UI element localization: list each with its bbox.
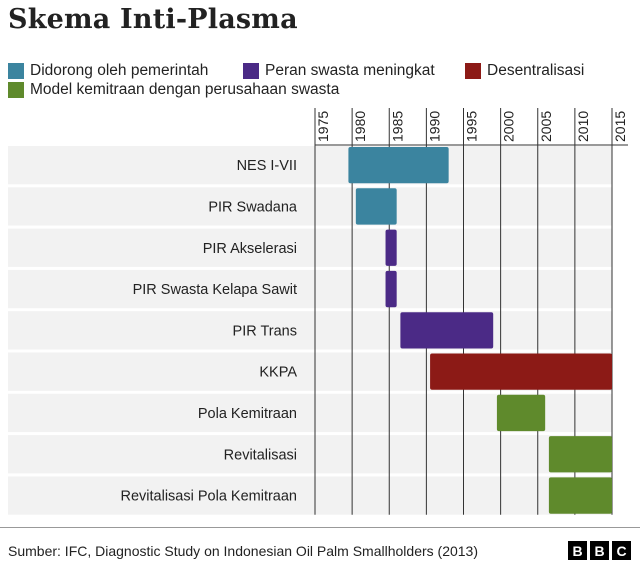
bar-revitalisasi	[548, 436, 612, 473]
bar-pir-trans	[400, 312, 494, 349]
legend-swatch	[8, 63, 24, 79]
x-tick-label: 1995	[464, 111, 480, 142]
gantt-chart: 1975 1980 1985 1990 1995 2000 2005 2010 2015 NES …	[8, 108, 628, 515]
legend-label: Model kemitraan dengan perusahaan swasta	[30, 81, 340, 98]
row-label: KKPA	[259, 365, 297, 381]
bbc-logo-letter: C	[612, 541, 631, 560]
bar-pir-swadana	[355, 188, 397, 225]
legend-item-pemerintah: Didorong oleh pemerintah	[8, 62, 208, 80]
row-label: PIR Swadana	[208, 199, 298, 215]
x-tick-label: 2005	[538, 111, 554, 142]
row-background	[8, 311, 612, 350]
legend-item-swasta: Peran swasta meningkat	[243, 62, 435, 80]
legend-item-desentralisasi: Desentralisasi	[465, 62, 584, 80]
bar-revitalisasi-pola-kemitraan	[548, 477, 612, 514]
row-label: PIR Swasta Kelapa Sawit	[133, 282, 297, 298]
legend-item-kemitraan: Model kemitraan dengan perusahaan swasta	[8, 81, 339, 99]
chart-title: Skema Inti-Plasma	[8, 4, 298, 35]
legend-label: Desentralisasi	[487, 62, 585, 79]
row-background	[8, 146, 612, 185]
x-tick-label: 1980	[352, 111, 368, 142]
x-tick-label: 2010	[575, 111, 591, 142]
bar-pola-kemitraan	[496, 394, 546, 432]
x-tick-label: 2015	[612, 111, 628, 142]
row-label: NES I-VII	[237, 158, 297, 174]
legend-label: Didorong oleh pemerintah	[30, 62, 209, 79]
legend-swatch	[243, 63, 259, 79]
bar-kkpa	[430, 353, 612, 390]
row-background	[8, 476, 612, 515]
row-label: Revitalisasi Pola Kemitraan	[121, 489, 298, 505]
row-label: PIR Trans	[233, 323, 297, 339]
bar-nes-i-vii	[348, 147, 449, 184]
bar-pir-swasta-kelapa-sawit	[385, 270, 397, 308]
row-label: PIR Akselerasi	[203, 241, 297, 257]
x-tick-label: 1990	[426, 111, 442, 142]
x-tick-label: 2000	[501, 111, 517, 142]
row-background	[8, 269, 612, 309]
x-tick-label: 1985	[389, 111, 405, 142]
bar-pir-akselerasi	[385, 229, 397, 266]
row-label: Revitalisasi	[224, 447, 297, 463]
row-label: Pola Kemitraan	[198, 406, 297, 422]
footer-divider	[0, 527, 640, 528]
x-tick-label: 1975	[315, 111, 331, 142]
legend-swatch	[465, 63, 481, 79]
bbc-logo: B B C	[568, 541, 631, 560]
bbc-logo-letter: B	[568, 541, 587, 560]
legend-swatch	[8, 82, 24, 98]
legend-label: Peran swasta meningkat	[265, 62, 435, 79]
bbc-logo-letter: B	[590, 541, 609, 560]
row-background	[8, 435, 612, 474]
source-note: Sumber: IFC, Diagnostic Study on Indones…	[8, 543, 478, 559]
row-background	[8, 187, 612, 226]
row-background	[8, 228, 612, 267]
